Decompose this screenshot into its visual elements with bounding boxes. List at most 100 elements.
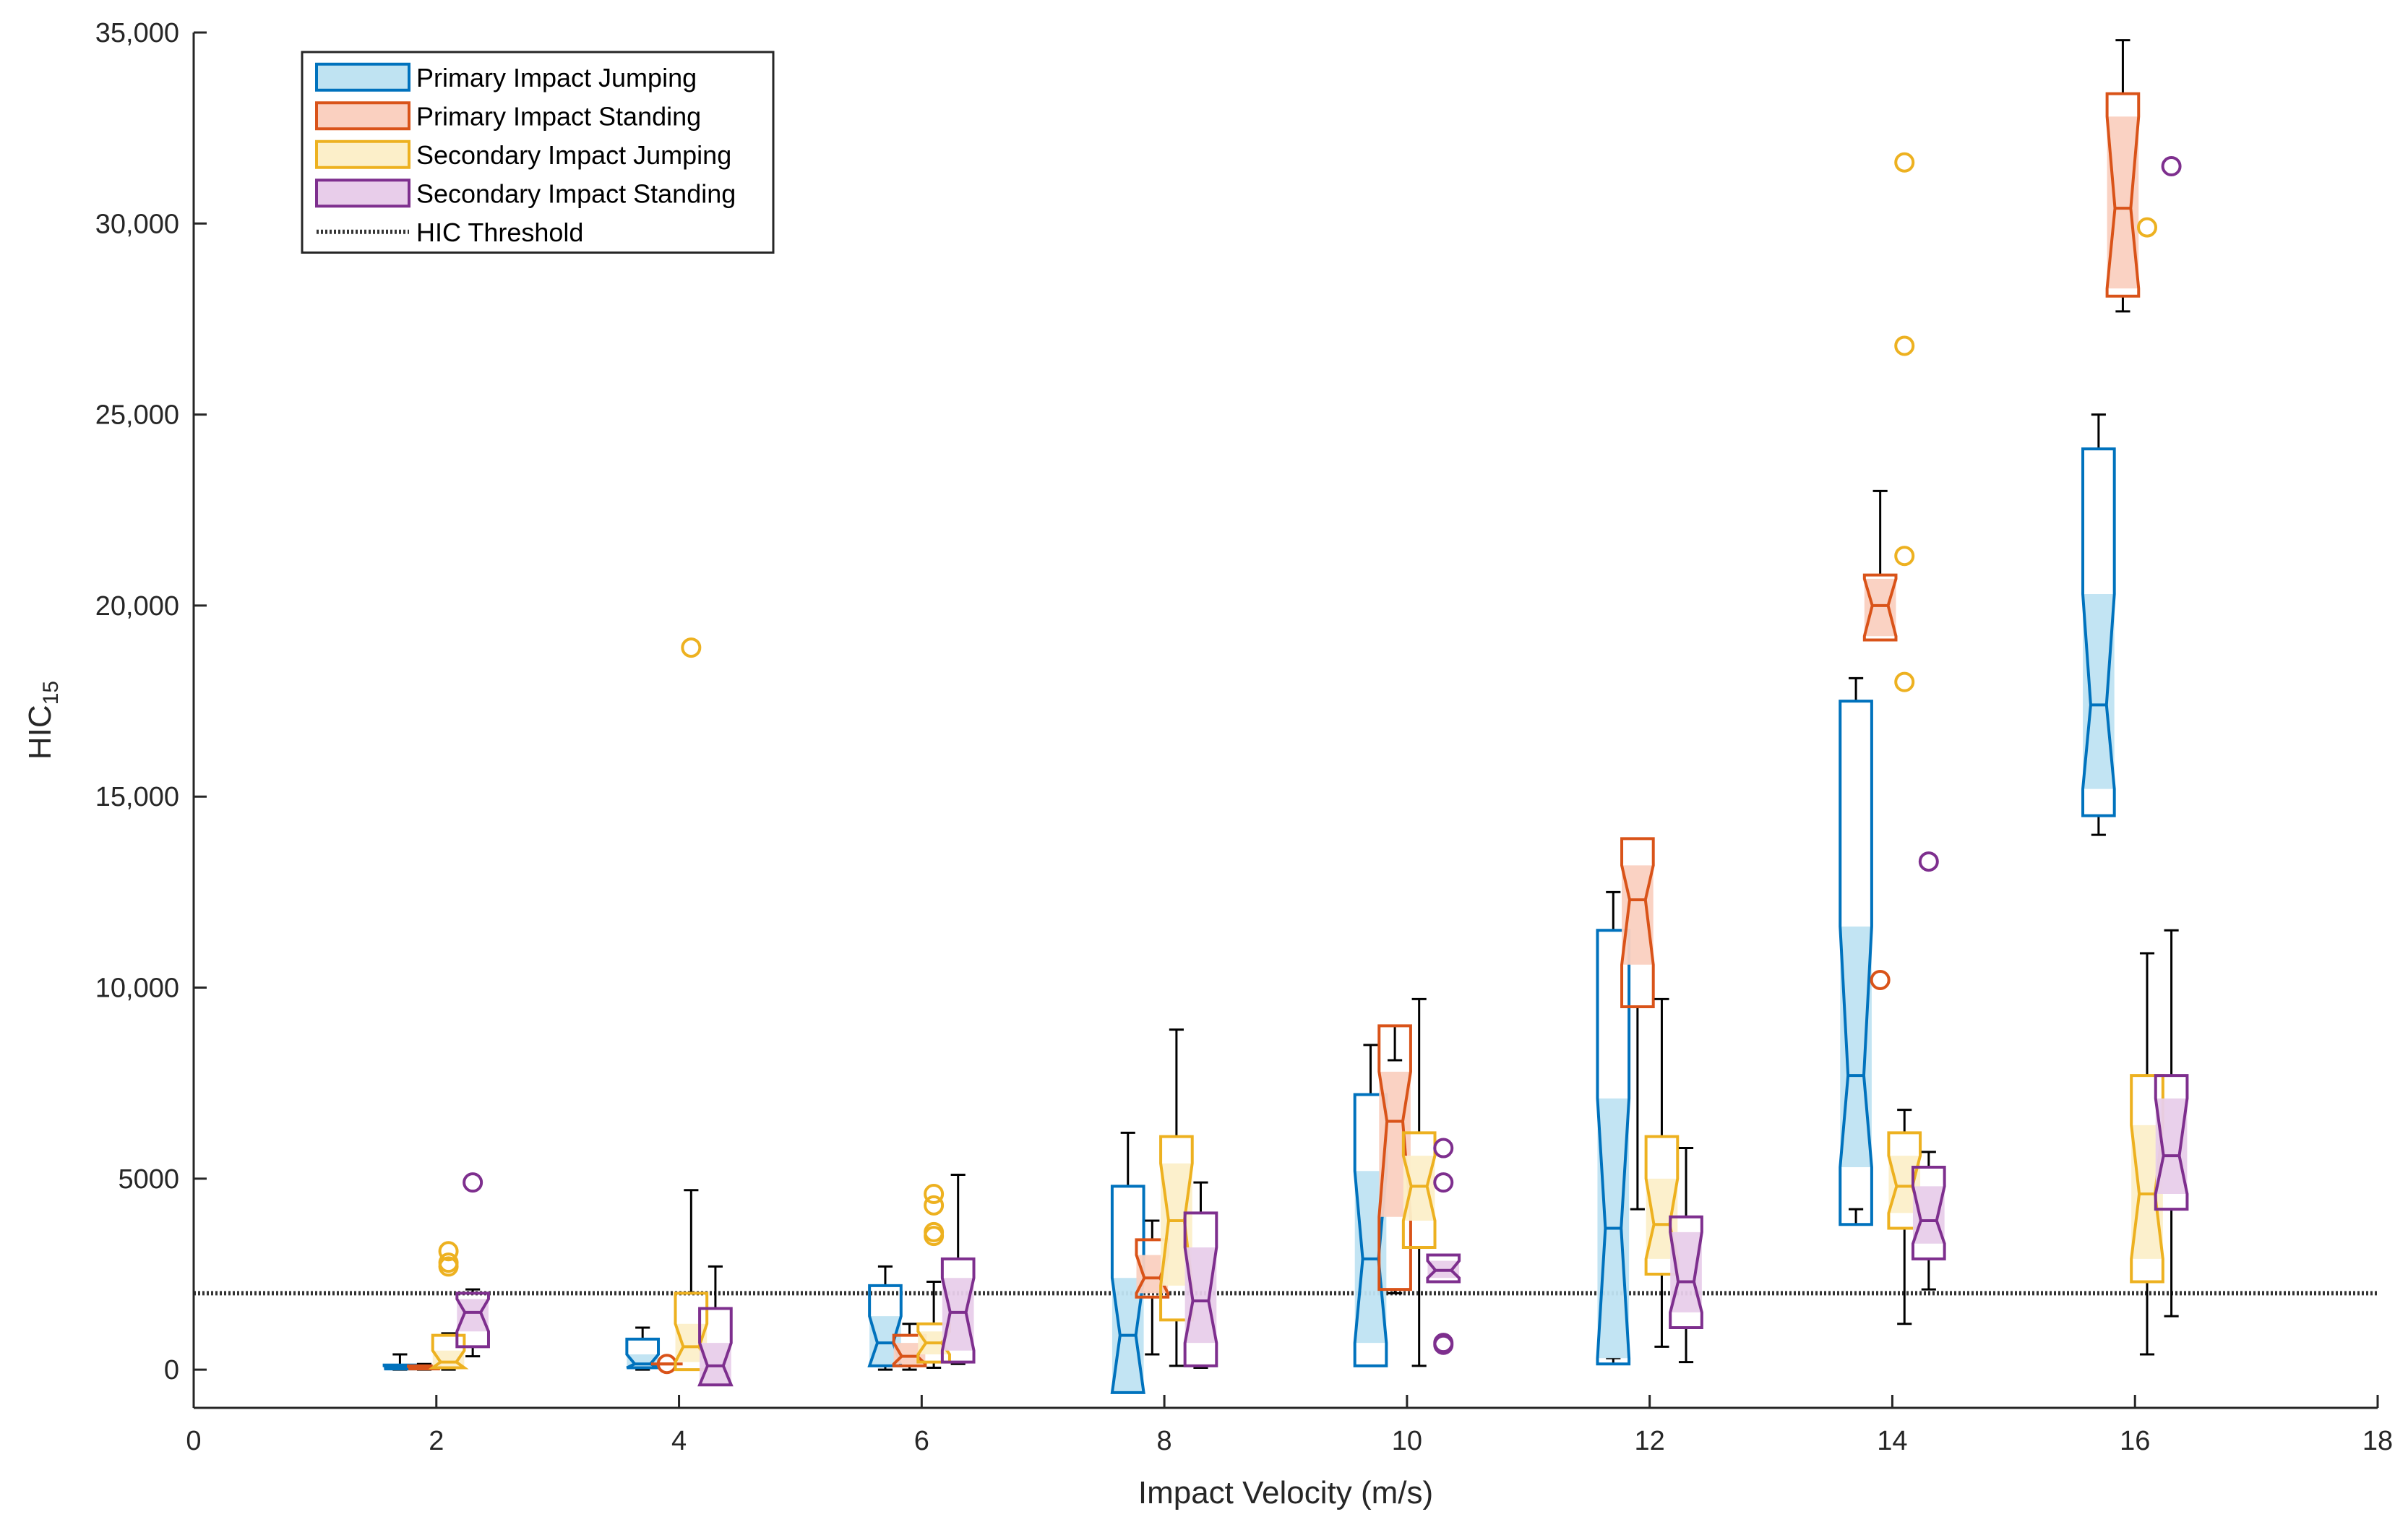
outlier-point [924, 1221, 945, 1242]
notch-fill [1840, 926, 1872, 1167]
notch-fill [1403, 1156, 1435, 1221]
legend-item: Primary Impact Jumping [315, 62, 697, 93]
box-3-1 [697, 1265, 734, 1387]
legend-label: HIC Threshold [416, 218, 583, 247]
outlier-point [1894, 546, 1915, 567]
outlier-point [1918, 851, 1939, 872]
x-tick-label: 14 [1877, 1426, 1907, 1456]
y-tick-label: 30,000 [95, 209, 179, 239]
box-outline [1911, 1165, 1946, 1260]
box-2-4 [1401, 997, 1437, 1367]
box-outline [1669, 1215, 1703, 1329]
legend-swatch [315, 62, 410, 92]
outlier-point [463, 1172, 483, 1193]
y-axis-title-subscript: 15 [39, 681, 63, 705]
box-outline [2154, 1074, 2189, 1211]
legend-item: Secondary Impact Standing [315, 179, 736, 208]
notch-fill [1379, 1071, 1411, 1217]
box-3-3 [1183, 1181, 1218, 1369]
y-tick-label: 25,000 [95, 400, 179, 431]
notch-fill [700, 1343, 731, 1385]
box-0-6 [1839, 676, 1873, 1226]
y-axis-title-main: HIC [22, 705, 58, 760]
box-outline [1377, 1024, 1412, 1292]
box-outline [2105, 92, 2141, 298]
box-outline [1110, 1185, 1145, 1394]
notch-fill [1184, 1247, 1217, 1344]
outlier-point [1894, 152, 1915, 173]
legend-item: Primary Impact Standing [315, 101, 701, 131]
legend-swatch [315, 101, 410, 131]
box-3-7 [2154, 156, 2189, 1318]
outlier-point [2161, 156, 2182, 177]
outlier-point [924, 1183, 945, 1204]
box-outline [455, 1292, 490, 1349]
box-2-5 [1644, 997, 1680, 1348]
box-outline [428, 1333, 469, 1370]
y-tick-label: 0 [164, 1355, 179, 1385]
box-3-6 [1911, 851, 1946, 1291]
outlier-point [1433, 1334, 1454, 1355]
y-tick-label: 5000 [118, 1164, 179, 1195]
outlier-point [438, 1252, 459, 1273]
box-0-3 [1110, 1131, 1145, 1394]
x-tick-label: 10 [1392, 1426, 1422, 1456]
notch-fill [869, 1316, 901, 1366]
axes: 0 2 4 6 8 10 12 14 16 18 0 5000 10,000 15,000 20,000 25… [95, 18, 2393, 1456]
x-tick-label: 6 [914, 1426, 929, 1456]
box-3-2 [940, 1174, 976, 1365]
box-0-5 [1596, 890, 1631, 1366]
notch-fill [1912, 1186, 1945, 1244]
x-tick-label: 16 [2120, 1426, 2150, 1456]
notch-fill [1646, 1178, 1678, 1259]
notch-fill [1670, 1232, 1702, 1312]
legend-swatch [315, 179, 410, 208]
box-1-7 [2105, 39, 2141, 313]
legend-swatch [315, 139, 410, 169]
box-2-1 [674, 637, 709, 1372]
outlier-point [1894, 335, 1915, 356]
y-tick-label: 10,000 [95, 974, 179, 1004]
notch-fill [942, 1278, 974, 1351]
box-3-0 [455, 1172, 490, 1358]
legend-label: Secondary Impact Jumping [416, 140, 731, 170]
outlier-point [1433, 1172, 1454, 1193]
box-2-6 [1887, 152, 1922, 1325]
x-tick-label: 0 [186, 1426, 201, 1456]
legend-item: Secondary Impact Jumping [315, 139, 731, 170]
x-tick-label: 18 [2362, 1426, 2393, 1456]
box-2-0 [428, 1241, 469, 1371]
legend-item: HIC Threshold [317, 218, 583, 247]
notch-fill [1864, 578, 1896, 637]
notch-fill [1161, 1163, 1192, 1286]
x-tick-label: 8 [1157, 1426, 1172, 1456]
legend: Primary Impact Jumping Primary Impact Sta… [301, 51, 775, 254]
x-tick-label: 4 [671, 1426, 687, 1456]
outlier-point [2137, 217, 2158, 238]
box-3-5 [1669, 1147, 1703, 1364]
outlier-point [1870, 969, 1891, 990]
box-outline [2081, 447, 2116, 817]
x-tick-label: 12 [1635, 1426, 1665, 1456]
x-tick-label: 2 [429, 1426, 444, 1456]
box-3-4 [1426, 1138, 1461, 1355]
notch-fill [2131, 1125, 2163, 1259]
legend-label: Primary Impact Jumping [416, 63, 697, 93]
y-axis-title: HIC15 [22, 681, 63, 760]
box-outline [1862, 573, 1898, 642]
outlier-point [1894, 671, 1915, 692]
y-tick-label: 20,000 [95, 591, 179, 622]
box-outline [1620, 837, 1655, 1008]
box-outline [1426, 1253, 1461, 1284]
box-1-5 [1620, 837, 1655, 1211]
x-axis-title: Impact Velocity (m/s) [1138, 1475, 1433, 1510]
legend-label: Primary Impact Standing [416, 101, 701, 131]
outlier-point [1433, 1138, 1454, 1159]
box-outline [1183, 1211, 1218, 1367]
box-0-7 [2081, 413, 2116, 836]
notch-fill [1622, 865, 1654, 965]
box-outline [940, 1257, 976, 1364]
box-outline [697, 1307, 734, 1387]
outlier-point [438, 1241, 459, 1262]
